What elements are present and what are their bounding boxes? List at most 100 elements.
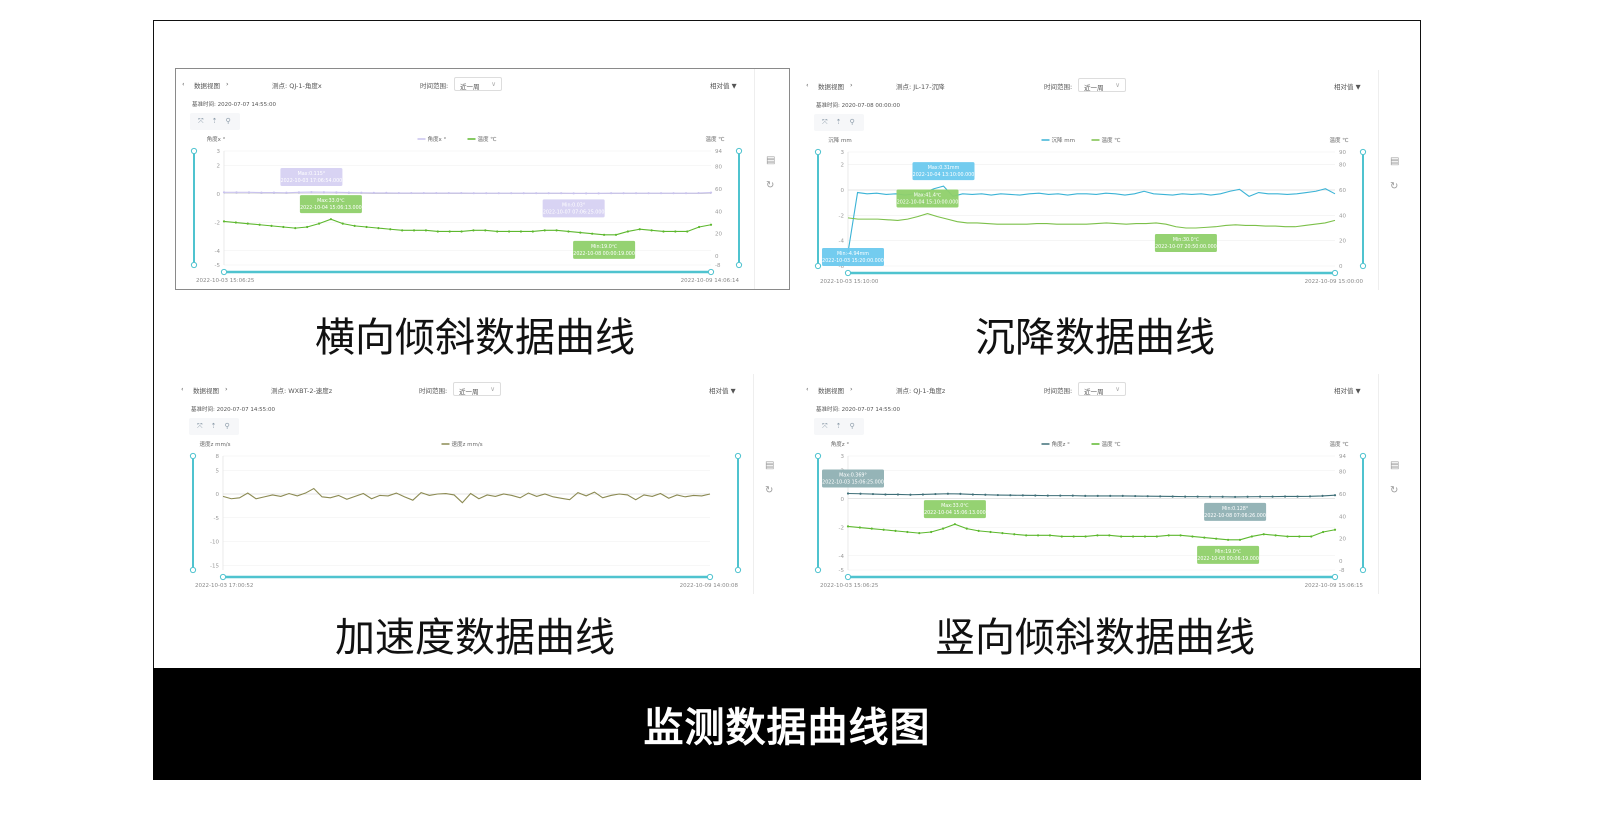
refresh-icon[interactable]: ↻ bbox=[766, 180, 775, 191]
series-line bbox=[223, 218, 712, 236]
slider-handle[interactable] bbox=[189, 452, 197, 460]
restore-icon[interactable]: ⇡ bbox=[211, 117, 218, 125]
zoom-reset-icon[interactable]: ⤧ bbox=[822, 118, 828, 126]
data-point bbox=[989, 530, 992, 534]
data-point bbox=[547, 192, 550, 195]
data-point bbox=[297, 191, 301, 194]
data-point bbox=[1134, 494, 1137, 498]
data-point bbox=[1034, 494, 1037, 497]
right-tick-label: 60 bbox=[715, 187, 722, 193]
left-tick-label: 0 bbox=[217, 192, 221, 198]
figure-title: 监测数据曲线图 bbox=[153, 668, 1421, 780]
legend-label: 温度 ℃ bbox=[1102, 136, 1121, 144]
data-point bbox=[1296, 495, 1299, 498]
zoom-icon[interactable]: ⚲ bbox=[849, 118, 855, 126]
slider-handle[interactable] bbox=[814, 148, 822, 156]
legend-label: 温度 ℃ bbox=[1102, 440, 1121, 448]
data-point bbox=[258, 223, 261, 226]
slider-handle[interactable] bbox=[1331, 269, 1339, 277]
time-range-select[interactable]: 近一周 ∨ bbox=[1078, 382, 1126, 396]
zoom-reset-icon[interactable]: ⤧ bbox=[197, 422, 203, 430]
slider-handle[interactable] bbox=[844, 573, 852, 581]
slider-handle[interactable] bbox=[190, 261, 198, 269]
slider-handle[interactable] bbox=[734, 452, 742, 460]
slider-handle[interactable] bbox=[844, 269, 852, 277]
base-time: 基准时间: 2020-07-08 00:00:00 bbox=[816, 103, 901, 109]
prev-view-button[interactable]: ‹ bbox=[182, 80, 185, 88]
zoom-icon[interactable]: ⚲ bbox=[225, 117, 231, 125]
right-tick-label: 80 bbox=[1339, 163, 1346, 169]
data-point bbox=[1221, 495, 1224, 498]
prev-view-button[interactable]: ‹ bbox=[806, 385, 809, 393]
tooltip-text: Max:41.4℃ bbox=[914, 193, 942, 199]
next-view-button[interactable]: › bbox=[850, 81, 853, 89]
slider-handle[interactable] bbox=[220, 268, 228, 276]
data-point bbox=[610, 192, 613, 195]
slider-handle[interactable] bbox=[706, 573, 714, 581]
slider-handle[interactable] bbox=[1359, 566, 1367, 574]
zoom-icon[interactable]: ⚲ bbox=[849, 422, 855, 430]
slider-handle[interactable] bbox=[1359, 452, 1367, 460]
data-point bbox=[360, 191, 363, 194]
refresh-icon[interactable]: ↻ bbox=[765, 485, 774, 496]
slider-handle[interactable] bbox=[707, 268, 715, 276]
zoom-reset-icon[interactable]: ⤧ bbox=[198, 117, 204, 125]
value-mode-dropdown[interactable]: 相对值 ▼ bbox=[710, 82, 737, 90]
tooltip-text: Max:33.0℃ bbox=[317, 198, 345, 204]
table-icon[interactable]: ▤ bbox=[1390, 156, 1400, 167]
slider-handle[interactable] bbox=[219, 573, 227, 581]
data-point bbox=[882, 528, 885, 531]
slider-handle[interactable] bbox=[734, 566, 742, 574]
slider-handle[interactable] bbox=[814, 262, 822, 270]
data-point bbox=[1021, 494, 1024, 497]
tooltip-box bbox=[573, 240, 636, 259]
time-range-select[interactable]: 近一周 ∨ bbox=[1078, 78, 1126, 92]
slider-handle[interactable] bbox=[735, 261, 743, 269]
tooltip-box bbox=[1197, 545, 1260, 564]
slider-handle[interactable] bbox=[1359, 262, 1367, 270]
data-point bbox=[698, 225, 701, 229]
tooltip-text: 2022-10-08 07:06:26.000 bbox=[1204, 513, 1266, 519]
restore-icon[interactable]: ⇡ bbox=[210, 422, 217, 430]
data-point bbox=[965, 527, 968, 530]
chart-toolbar: ⤧ ⇡ ⚲ bbox=[189, 418, 239, 435]
value-mode-dropdown[interactable]: 相对值 ▼ bbox=[709, 387, 736, 395]
right-axis-name: 温度 ℃ bbox=[706, 135, 725, 143]
data-point bbox=[401, 229, 404, 232]
data-point bbox=[634, 192, 638, 195]
refresh-icon[interactable]: ↻ bbox=[1390, 181, 1399, 192]
left-tick-label: -5 bbox=[215, 263, 221, 269]
zoom-reset-icon[interactable]: ⤧ bbox=[822, 422, 828, 430]
data-point bbox=[1072, 535, 1075, 538]
refresh-icon[interactable]: ↻ bbox=[1390, 485, 1399, 496]
next-view-button[interactable]: › bbox=[226, 80, 229, 88]
data-point bbox=[930, 530, 933, 534]
slider-handle[interactable] bbox=[814, 452, 822, 460]
prev-view-button[interactable]: ‹ bbox=[806, 81, 809, 89]
value-mode-dropdown[interactable]: 相对值 ▼ bbox=[1334, 83, 1361, 91]
value-mode-dropdown[interactable]: 相对值 ▼ bbox=[1334, 387, 1361, 395]
slider-handle[interactable] bbox=[1359, 148, 1367, 156]
slider-handle[interactable] bbox=[190, 147, 198, 155]
table-icon[interactable]: ▤ bbox=[1390, 460, 1400, 471]
data-point bbox=[1298, 535, 1301, 538]
next-view-button[interactable]: › bbox=[850, 385, 853, 393]
slider-handle[interactable] bbox=[814, 566, 822, 574]
slider-handle[interactable] bbox=[189, 566, 197, 574]
data-point bbox=[448, 230, 451, 233]
table-icon[interactable]: ▤ bbox=[766, 155, 776, 166]
prev-view-button[interactable]: ‹ bbox=[181, 385, 184, 393]
slider-handle[interactable] bbox=[1331, 573, 1339, 581]
x-end-label: 2022-10-09 15:00:00 bbox=[1305, 279, 1364, 285]
restore-icon[interactable]: ⇡ bbox=[835, 422, 842, 430]
restore-icon[interactable]: ⇡ bbox=[835, 118, 842, 126]
time-range-select[interactable]: 近一周 ∨ bbox=[454, 77, 502, 91]
data-point bbox=[329, 218, 333, 221]
next-view-button[interactable]: › bbox=[225, 385, 228, 393]
x-end-label: 2022-10-09 14:06:14 bbox=[681, 278, 740, 284]
slider-handle[interactable] bbox=[735, 147, 743, 155]
time-range-select[interactable]: 近一周 ∨ bbox=[453, 382, 501, 396]
tooltip-box bbox=[1154, 234, 1217, 252]
table-icon[interactable]: ▤ bbox=[765, 460, 775, 471]
zoom-icon[interactable]: ⚲ bbox=[224, 422, 230, 430]
